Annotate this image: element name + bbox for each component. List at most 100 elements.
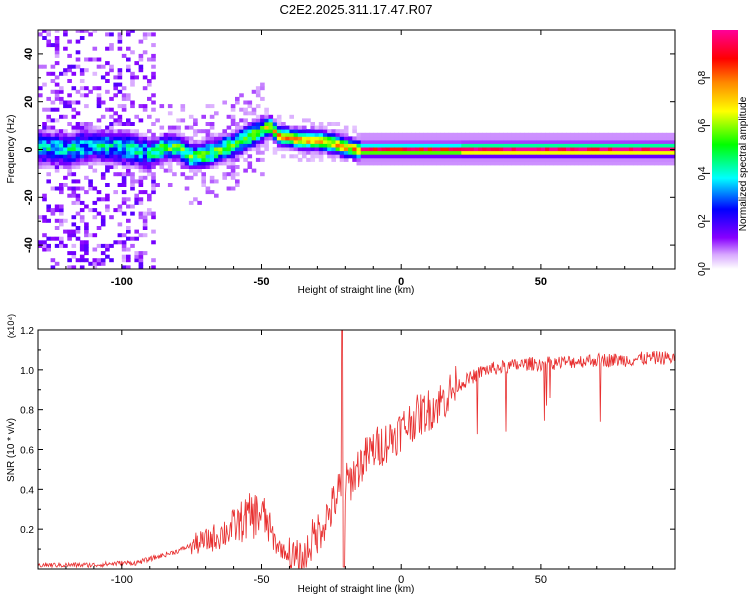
heatmap-cell xyxy=(193,161,198,166)
heatmap-cell xyxy=(126,64,131,69)
heatmap-cell xyxy=(126,129,131,134)
heatmap-cell xyxy=(561,161,567,166)
heatmap-cell xyxy=(385,139,391,144)
heatmap-cell xyxy=(130,243,135,248)
heatmap-cell xyxy=(540,154,546,159)
heatmap-cell xyxy=(444,154,450,159)
heatmap-cell xyxy=(214,136,219,141)
heatmap-cell xyxy=(71,154,77,159)
heatmap-cell xyxy=(159,150,165,155)
heatmap-cell xyxy=(482,154,487,159)
heatmap-cell xyxy=(117,46,123,51)
heatmap-cell xyxy=(138,53,144,58)
heatmap-cell xyxy=(314,143,320,148)
heatmap-cell xyxy=(38,143,43,148)
heatmap-cell xyxy=(42,197,47,202)
heatmap-cell xyxy=(79,215,85,220)
heatmap-cell xyxy=(46,172,51,177)
heatmap-cell xyxy=(360,161,366,166)
heatmap-cell xyxy=(100,215,106,220)
heatmap-cell xyxy=(147,168,152,173)
heatmap-cell xyxy=(130,143,135,148)
heatmap-cell xyxy=(473,136,479,141)
heatmap-cell xyxy=(67,258,72,263)
heatmap-cell xyxy=(172,147,177,152)
heatmap-cell xyxy=(155,161,160,166)
snr-frame xyxy=(37,329,676,570)
heatmap-cell xyxy=(457,147,462,152)
heatmap-cell xyxy=(46,43,51,48)
heatmap-cell xyxy=(142,132,148,137)
heatmap-cell xyxy=(335,132,341,137)
heatmap-cell xyxy=(461,139,466,144)
heatmap-cell xyxy=(134,157,139,162)
heatmap-cell xyxy=(92,215,98,220)
heatmap-cell xyxy=(188,136,194,141)
heatmap-cell xyxy=(524,132,529,137)
heatmap-cell xyxy=(126,229,131,234)
heatmap-cell xyxy=(327,129,332,134)
heatmap-cell xyxy=(54,154,60,159)
heatmap-cell xyxy=(142,211,148,216)
heatmap-cell xyxy=(54,107,60,112)
heatmap-cell xyxy=(641,136,647,141)
heatmap-cell xyxy=(570,157,575,162)
heatmap-cell xyxy=(519,132,525,137)
heatmap-cell xyxy=(117,118,123,123)
heatmap-cell xyxy=(130,211,135,216)
heatmap-cell xyxy=(540,157,546,162)
colorbar-gradient xyxy=(712,30,738,269)
heatmap-cell xyxy=(88,165,93,169)
heatmap-cell xyxy=(88,186,93,191)
heatmap-cell xyxy=(205,161,211,166)
heatmap-cell xyxy=(553,132,559,137)
heatmap-cell xyxy=(645,161,651,166)
heatmap-cell xyxy=(603,132,609,137)
heatmap-cell xyxy=(649,136,655,141)
heatmap-cell xyxy=(247,122,253,126)
heatmap-cell xyxy=(415,150,420,155)
heatmap-cell xyxy=(540,136,546,141)
heatmap-cell xyxy=(151,154,156,159)
heatmap-cell xyxy=(147,136,152,141)
heatmap-cell xyxy=(201,147,206,152)
snr-x-ticks: -100 -50 0 50 xyxy=(37,330,654,586)
heatmap-cell xyxy=(59,89,64,94)
heatmap-cell xyxy=(130,150,135,155)
heatmap-cell xyxy=(126,68,131,73)
heatmap-cell xyxy=(323,136,328,141)
heatmap-cell xyxy=(92,30,98,33)
heatmap-cell xyxy=(100,161,106,166)
heatmap-cell xyxy=(209,154,215,159)
heatmap-cell xyxy=(461,132,466,137)
heatmap-cell xyxy=(448,132,454,137)
heatmap-cell xyxy=(251,111,257,116)
heatmap-cell xyxy=(641,132,647,137)
heatmap-cell xyxy=(637,150,642,155)
heatmap-cell xyxy=(566,139,571,144)
heatmap-cell xyxy=(574,157,579,162)
heatmap-cell xyxy=(75,89,81,94)
heatmap-cell xyxy=(167,125,173,130)
heatmap-cell xyxy=(205,147,211,152)
heatmap-cell xyxy=(134,139,139,144)
heatmap-cell xyxy=(105,157,110,162)
heatmap-cell xyxy=(67,53,72,58)
heatmap-cell xyxy=(54,53,60,58)
heatmap-cell xyxy=(247,136,253,141)
heatmap-cell xyxy=(100,129,106,134)
heatmap-cell xyxy=(419,161,424,166)
heatmap-cell xyxy=(42,132,47,137)
heatmap-cell xyxy=(364,161,370,166)
heatmap-cell xyxy=(649,150,655,155)
heatmap-cell xyxy=(528,147,533,152)
heatmap-cell xyxy=(79,93,85,98)
heatmap-cell xyxy=(289,125,294,130)
heatmap-cell xyxy=(138,64,144,69)
heatmap-cell xyxy=(260,96,265,101)
heatmap-cell xyxy=(561,147,567,152)
heatmap-cell xyxy=(515,143,521,148)
heatmap-cell xyxy=(260,82,265,87)
heatmap-cell xyxy=(50,165,56,169)
heatmap-cell xyxy=(394,147,399,152)
